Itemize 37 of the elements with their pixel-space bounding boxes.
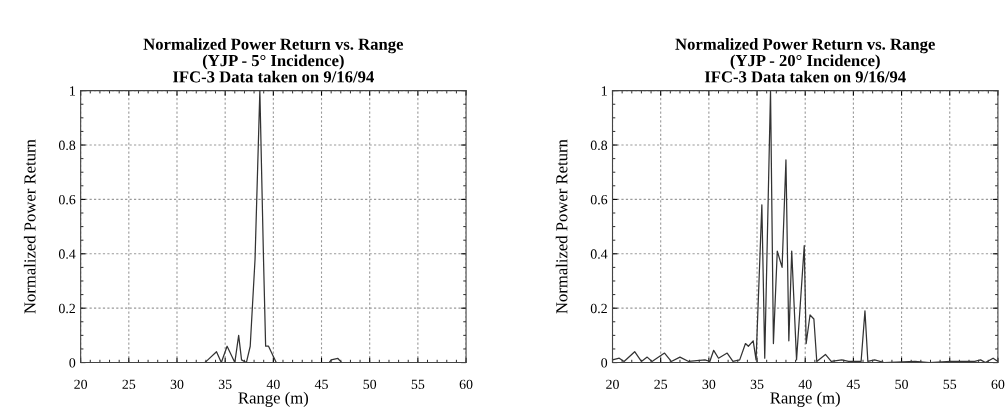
x-tick-label: 60 [991,379,1005,389]
x-tick-label: 20 [606,379,619,389]
x-tick-label: 35 [218,379,232,389]
y-tick-label: 0.6 [58,194,76,205]
y-axis-title: Normalized Power Return [23,139,36,314]
chart-title: Normalized Power Return vs. Range (YJP - 5° Incidence) IFC-3 Data taken on 9/16/94 [143,38,404,83]
y-tick-label: 0.8 [590,140,608,151]
y-tick-label: 0 [69,358,76,368]
y-tick-label: 0.2 [58,303,76,314]
x-tick-label: 40 [798,379,812,389]
x-tick-label: 20 [74,379,88,389]
x-tick-label: 60 [459,379,473,389]
y-tick-label: 0.4 [58,249,76,259]
x-tick-label: 50 [895,379,908,389]
x-tick-label: 55 [411,379,425,389]
x-tick-label: 55 [943,379,957,389]
x-tick-label: 45 [314,379,328,389]
x-tick-label: 40 [266,379,280,389]
y-axis-title: Normalized Power Return [555,139,568,314]
chart-title: Normalized Power Return vs. Range (YJP - 20° Incidence) IFC-3 Data taken on 9/16/94 [675,38,935,83]
y-tick-label: 1 [70,86,75,96]
y-tick-label: 0.8 [58,140,76,151]
y-tick-label: 0.2 [590,303,607,314]
x-tick-label: 45 [846,379,860,389]
x-axis-title: Range (m) [770,391,840,407]
x-axis-title: Range (m) [238,391,309,407]
x-tick-label: 50 [363,379,377,389]
line-series [612,90,998,363]
y-tick-label: 0.4 [590,249,608,259]
y-tick-label: 0 [601,358,608,368]
y-tick-label: 1 [601,86,607,96]
x-tick-label: 35 [750,379,764,389]
x-tick-label: 30 [702,379,716,389]
x-tick-label: 25 [122,379,136,389]
x-tick-label: 30 [170,379,184,389]
y-tick-label: 0.6 [590,194,608,205]
x-tick-label: 25 [654,379,668,389]
